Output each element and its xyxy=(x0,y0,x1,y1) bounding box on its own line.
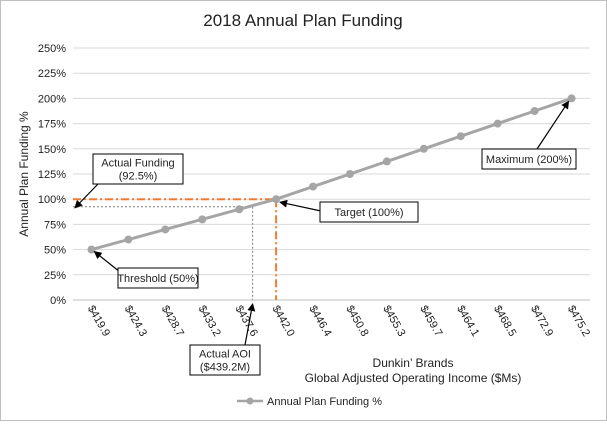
data-point xyxy=(198,215,206,223)
line-chart: 2018 Annual Plan Funding 0% 25% 50% 75% 100%… xyxy=(0,0,607,421)
y-tick-label: 50% xyxy=(44,245,66,257)
data-point xyxy=(494,120,502,128)
y-tick-label: 0% xyxy=(50,295,66,307)
data-point xyxy=(161,225,169,233)
data-point xyxy=(124,236,132,244)
y-tick-label: 25% xyxy=(44,270,66,282)
y-tick-label: 100% xyxy=(38,194,66,206)
y-tick-label: 225% xyxy=(38,68,66,80)
x-axis-label-line-1: Dunkin’ Brands xyxy=(373,356,454,370)
y-tick-label: 175% xyxy=(38,119,66,131)
threshold-label: Threshold (50%) xyxy=(117,273,198,285)
data-point xyxy=(309,183,317,191)
maximum-label: Maximum (200%) xyxy=(486,154,572,166)
actual-funding-label: (92.5%) xyxy=(119,171,158,183)
x-axis-label-line-2: Global Adjusted Operating Income ($Ms) xyxy=(305,371,522,385)
data-point xyxy=(568,94,576,102)
actual-funding-label: Actual Funding xyxy=(101,158,174,170)
data-point xyxy=(346,170,354,178)
actual-aoi-label: ($439.2M) xyxy=(200,362,250,374)
y-tick-label: 150% xyxy=(38,144,66,156)
chart-border xyxy=(1,1,607,421)
actual-aoi-label: Actual AOI xyxy=(199,349,251,361)
data-point xyxy=(272,195,280,203)
data-point xyxy=(235,205,243,213)
y-tick-label: 200% xyxy=(38,93,66,105)
y-tick-label: 75% xyxy=(44,219,66,231)
chart-container: 2018 Annual Plan Funding 0% 25% 50% 75% 100%… xyxy=(0,0,607,421)
legend-marker-swatch xyxy=(247,398,254,405)
data-point xyxy=(457,132,465,140)
data-point xyxy=(87,246,95,254)
target-label: Target (100%) xyxy=(334,207,403,219)
y-axis-label: Annual Plan Funding % xyxy=(17,111,31,237)
y-tick-label: 250% xyxy=(38,43,66,55)
data-point xyxy=(531,107,539,115)
data-point xyxy=(420,145,428,153)
data-point xyxy=(383,157,391,165)
y-tick-label: 125% xyxy=(38,169,66,181)
legend-label: Annual Plan Funding % xyxy=(267,396,382,408)
chart-title: 2018 Annual Plan Funding xyxy=(203,11,402,30)
